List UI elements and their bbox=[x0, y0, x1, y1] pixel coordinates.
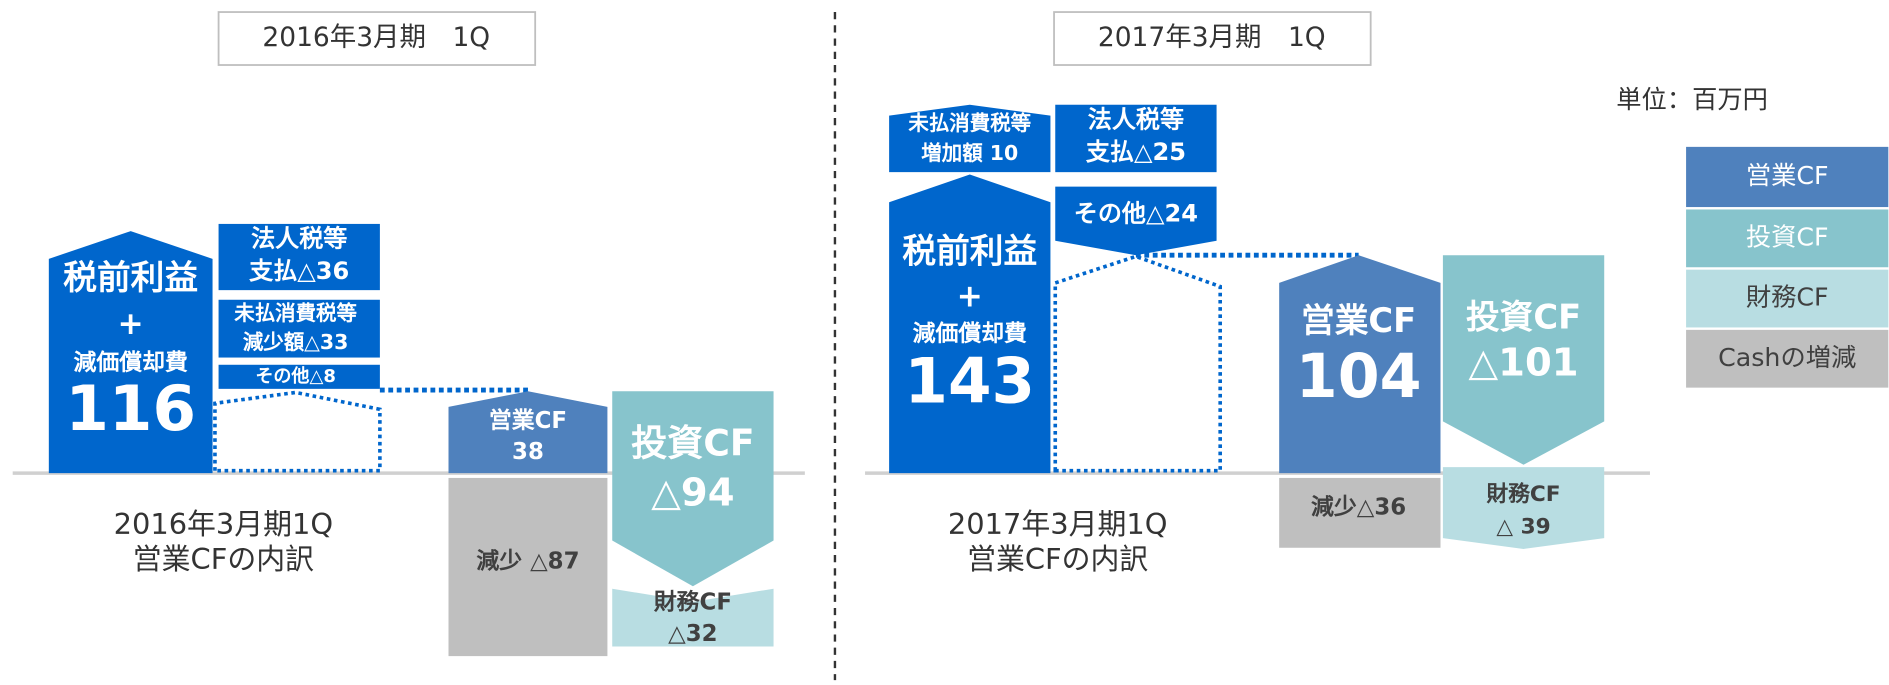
pretax-label: 116 bbox=[65, 372, 196, 445]
financing-cf-label: 財務CF bbox=[654, 589, 732, 616]
pretax-label: + bbox=[118, 306, 144, 342]
cash-change-block bbox=[448, 477, 608, 657]
pretax-label: 税前利益 bbox=[902, 231, 1037, 270]
legend-label: 投資CF bbox=[1746, 222, 1829, 251]
consumption-tax-label: 未払消費税等 bbox=[908, 111, 1031, 135]
other-block bbox=[1055, 186, 1217, 256]
investing-cf-block bbox=[1442, 255, 1605, 465]
investing-cf-label: 投資CF bbox=[631, 421, 754, 464]
consumption-tax-block bbox=[218, 299, 380, 358]
tax-label: 法人税等 bbox=[1088, 105, 1184, 133]
financing-cf-block bbox=[612, 588, 774, 647]
legend-swatch bbox=[1686, 209, 1889, 268]
caption: 2017年3月期1Q bbox=[948, 507, 1168, 541]
other-block bbox=[218, 364, 380, 389]
other-label: その他△8 bbox=[255, 365, 336, 387]
pretax-block bbox=[48, 231, 213, 474]
consumption-tax-block bbox=[889, 104, 1051, 173]
tax-label: 法人税等 bbox=[251, 225, 347, 253]
cash-change-label: 減少△36 bbox=[1311, 495, 1406, 521]
pretax-label: 減価償却費 bbox=[913, 321, 1027, 347]
cash-change-block bbox=[1279, 477, 1441, 548]
operating-cf-label: 営業CF bbox=[489, 407, 567, 434]
investing-cf-label: △94 bbox=[651, 470, 734, 515]
financing-cf-label: △32 bbox=[668, 621, 717, 647]
caption: 営業CFの内訳 bbox=[967, 542, 1148, 576]
investing-cf-block bbox=[612, 391, 774, 587]
legend-label: Cashの増減 bbox=[1718, 343, 1856, 372]
legend-label: 財務CF bbox=[1746, 283, 1829, 312]
operating-cf-label: 営業CF bbox=[1301, 301, 1416, 340]
operating-cf-label: 38 bbox=[512, 439, 544, 465]
pretax-block bbox=[889, 174, 1051, 474]
investing-cf-label: △101 bbox=[1469, 340, 1579, 385]
consumption-tax-label: 未払消費税等 bbox=[234, 301, 357, 325]
consumption-tax-label: 増加額 10 bbox=[921, 141, 1018, 165]
pretax-label: 減価償却費 bbox=[74, 350, 188, 376]
legend-label: 営業CF bbox=[1746, 161, 1829, 190]
consumption-tax-label: 減少額△33 bbox=[243, 330, 349, 354]
pretax-label: 税前利益 bbox=[63, 258, 198, 297]
operating-cf-label: 104 bbox=[1296, 342, 1422, 412]
financing-cf-label: △ 39 bbox=[1496, 514, 1550, 539]
tax-block bbox=[1055, 104, 1217, 173]
dotted-outline bbox=[1053, 254, 1222, 473]
period-label: 2016年3月期 1Q bbox=[262, 22, 490, 53]
pretax-label: + bbox=[957, 278, 983, 314]
legend-swatch bbox=[1686, 146, 1889, 208]
other-label: その他△24 bbox=[1074, 199, 1198, 227]
caption: 2016年3月期1Q bbox=[114, 507, 334, 541]
unit-label: 単位：百万円 bbox=[1616, 85, 1768, 114]
legend-swatch bbox=[1686, 269, 1889, 328]
tax-label: 支払△36 bbox=[249, 257, 349, 285]
caption: 営業CFの内訳 bbox=[133, 542, 314, 576]
financing-cf-label: 財務CF bbox=[1487, 481, 1561, 507]
pretax-label: 143 bbox=[904, 344, 1035, 417]
period-label: 2017年3月期 1Q bbox=[1098, 22, 1326, 53]
investing-cf-label: 投資CF bbox=[1466, 298, 1581, 337]
cash-change-label: 減少 △87 bbox=[476, 549, 579, 575]
financing-cf-block bbox=[1442, 467, 1605, 549]
period-box bbox=[217, 11, 537, 66]
period-box bbox=[1053, 11, 1372, 66]
operating-cf-block bbox=[1279, 255, 1441, 474]
tax-block bbox=[218, 223, 380, 291]
dotted-outline bbox=[213, 390, 382, 473]
tax-label: 支払△25 bbox=[1086, 138, 1186, 166]
legend-swatch bbox=[1686, 329, 1889, 388]
operating-cf-block bbox=[448, 391, 608, 474]
